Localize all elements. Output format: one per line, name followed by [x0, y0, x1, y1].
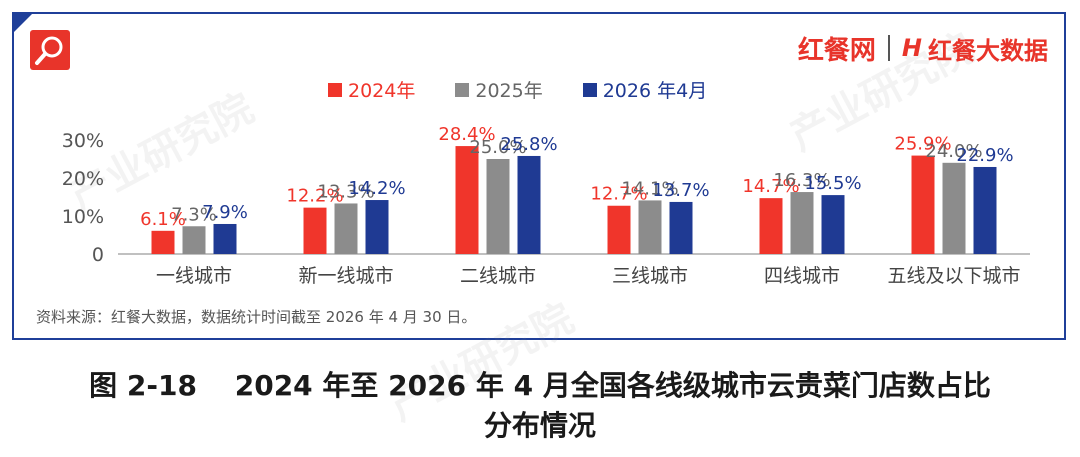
legend-label-2025: 2025年	[475, 80, 543, 102]
bar	[303, 207, 327, 254]
y-tick-label: 20%	[62, 168, 104, 190]
data-label: 15.5%	[804, 173, 861, 194]
data-label: 22.9%	[956, 145, 1013, 166]
brand-divider	[887, 35, 890, 61]
bar	[334, 203, 358, 254]
data-label: 13.3%	[317, 181, 374, 202]
data-label: 12.7%	[590, 184, 647, 205]
magnifier-logo-icon	[30, 30, 70, 70]
data-label: 24.0%	[925, 141, 982, 162]
brand-area: 红餐网 H 红餐大数据	[798, 30, 1048, 66]
source-note: 资料来源：红餐大数据，数据统计时间截至 2026 年 4 月 30 日。	[36, 308, 477, 326]
bar	[911, 155, 935, 254]
figure-caption-line1: 图 2-18 2024 年至 2026 年 4 月全国各线级城市云贵菜门店数占比	[89, 369, 991, 402]
data-label: 28.4%	[438, 124, 495, 145]
data-label: 14.2%	[348, 178, 405, 199]
data-label: 14.1%	[621, 178, 678, 199]
data-label: 16.3%	[773, 170, 830, 191]
bar	[759, 198, 783, 254]
bar-chart: 0 10% 20% 30% 6.1%7.3%7.9% 一线城市 12.2%13.3%14.2…	[62, 124, 1030, 287]
legend-label-2024: 2024年	[348, 80, 416, 102]
chart-legend: 2024年 2025年 2026 年4月	[328, 76, 707, 103]
bar	[607, 205, 631, 254]
legend-swatch-2025	[455, 82, 470, 97]
legend-item-2025: 2025年	[455, 76, 543, 103]
x-tick-label: 二线城市	[460, 265, 536, 287]
data-label: 13.7%	[652, 180, 709, 201]
data-label: 7.9%	[202, 202, 248, 223]
bar	[821, 195, 845, 254]
bar	[365, 200, 389, 254]
bar	[669, 201, 693, 254]
bar	[638, 200, 662, 254]
x-tick-label: 三线城市	[612, 265, 688, 287]
y-tick-label: 0	[92, 244, 104, 266]
bar	[182, 226, 206, 254]
legend-swatch-2026	[582, 82, 597, 97]
brand-mark-icon: H	[901, 34, 922, 62]
x-tick-label: 新一线城市	[298, 265, 393, 287]
legend-swatch-2024	[328, 82, 342, 97]
brand-sub-text: 红餐大数据	[928, 36, 1048, 65]
bar	[486, 159, 510, 254]
data-label: 12.2%	[286, 186, 343, 207]
x-tick-label: 一线城市	[156, 265, 232, 287]
x-tick-label: 四线城市	[764, 265, 840, 287]
bar	[213, 223, 237, 254]
frame-corner-decoration	[12, 12, 34, 34]
y-tick-label: 10%	[62, 206, 104, 228]
figure-caption-line2: 分布情况	[483, 409, 596, 442]
bar	[942, 162, 966, 254]
legend-item-2026: 2026 年4月	[582, 76, 708, 103]
bar	[517, 155, 541, 254]
bar	[151, 230, 175, 254]
brand-logo: 红餐网	[797, 35, 876, 66]
data-label: 25.8%	[500, 134, 557, 155]
bar	[455, 146, 479, 254]
legend-label-2026: 2026 年4月	[602, 80, 708, 102]
data-label: 7.3%	[171, 204, 217, 225]
brand-sub-logo: H 红餐大数据	[902, 31, 1048, 66]
y-tick-label: 30%	[62, 130, 104, 152]
bar	[790, 192, 814, 254]
data-label: 25.0%	[469, 137, 526, 158]
data-label: 14.7%	[742, 176, 799, 197]
data-label: 6.1%	[140, 209, 186, 230]
legend-item-2024: 2024年	[328, 76, 415, 103]
bar	[973, 166, 997, 254]
x-tick-label: 五线及以下城市	[887, 265, 1020, 287]
data-label: 25.9%	[894, 134, 951, 155]
